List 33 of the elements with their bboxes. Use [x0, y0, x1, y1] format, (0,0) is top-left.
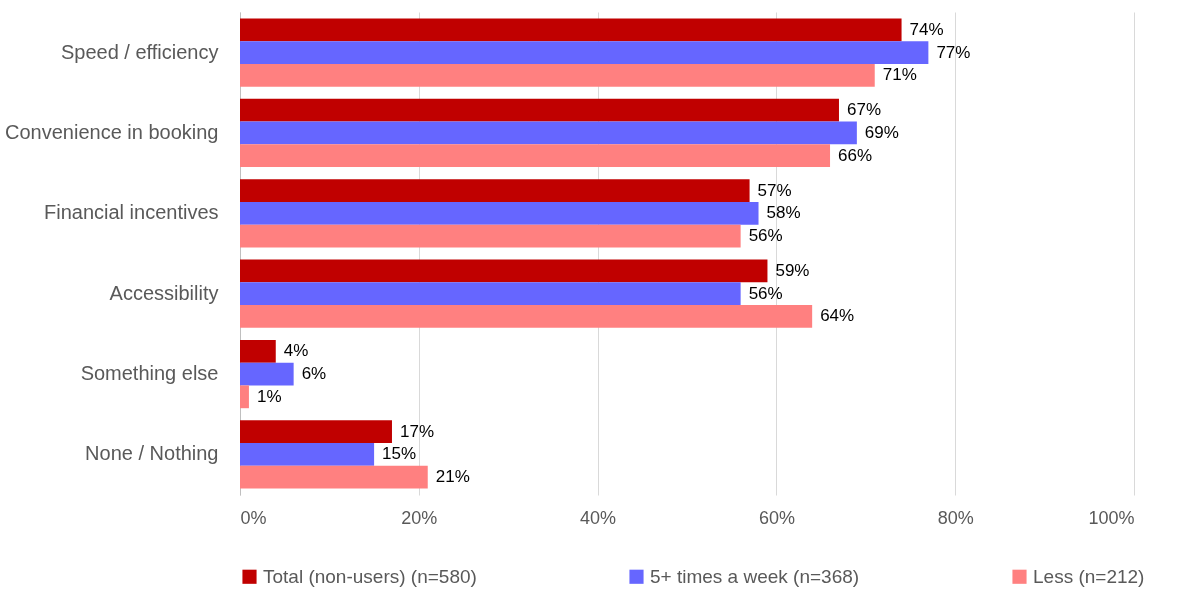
y-tick-label: Speed / efficiency	[60, 40, 219, 63]
y-tick-label: None / Nothing	[85, 442, 219, 465]
data-label: 77%	[936, 42, 971, 62]
y-tick-label: Financial incentives	[43, 201, 219, 224]
legend-label: 5+ times a week (n=368)	[650, 565, 860, 587]
data-label: 6%	[301, 364, 327, 384]
data-label: 69%	[864, 122, 899, 142]
x-tick-label: 40%	[580, 507, 617, 528]
x-tick-label: 0%	[240, 507, 267, 528]
legend-label: Less (n=212)	[1033, 565, 1145, 587]
data-label: 58%	[766, 203, 801, 223]
data-label: 59%	[775, 260, 810, 280]
data-label: 56%	[748, 283, 783, 303]
data-label: 21%	[435, 467, 470, 487]
data-label: 66%	[838, 145, 873, 165]
data-label: 57%	[757, 180, 792, 200]
x-tick-label: 20%	[401, 507, 438, 528]
data-label: 67%	[846, 100, 882, 120]
data-label: 15%	[382, 444, 417, 464]
legend-label: Total (non-users) (n=580)	[263, 565, 477, 587]
y-tick-label: Something else	[80, 362, 219, 385]
data-label: 17%	[399, 421, 435, 441]
x-tick-label: 60%	[758, 507, 795, 528]
data-label: 1%	[256, 386, 282, 406]
data-label: 56%	[748, 226, 783, 246]
data-label: 64%	[820, 306, 855, 326]
x-tick-label: 80%	[937, 507, 974, 528]
y-tick-label: Convenience in booking	[5, 120, 219, 143]
data-label: 74%	[909, 19, 944, 39]
x-tick-label: 100%	[1088, 507, 1135, 528]
data-label: 71%	[882, 65, 917, 85]
y-tick-label: Accessibility	[109, 281, 219, 304]
data-label: 4%	[283, 341, 309, 361]
